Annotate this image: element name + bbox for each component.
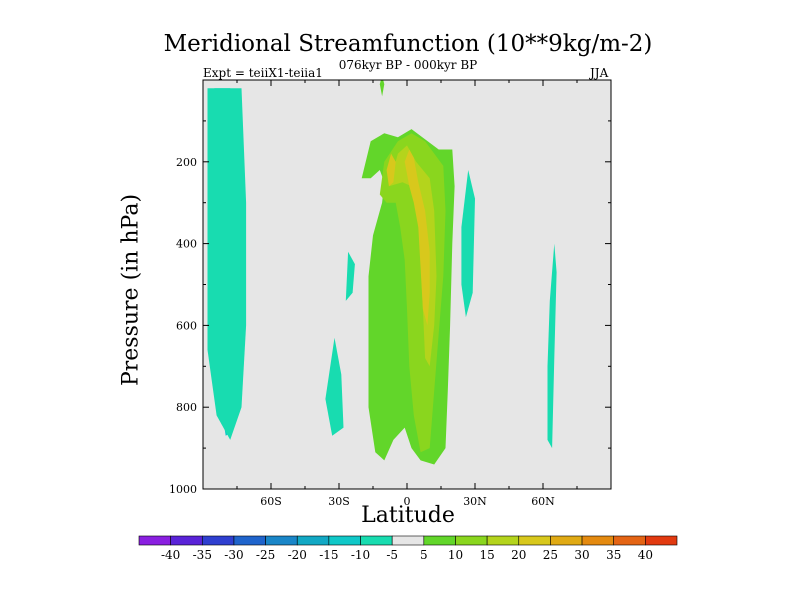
colorbar-label: 15 [479, 548, 494, 562]
colorbar-box [265, 535, 298, 546]
x-tick-label: 30N [463, 495, 487, 508]
colorbar-label: 35 [606, 548, 621, 562]
colorbar-label: -15 [319, 548, 338, 562]
y-tick-label: 800 [176, 401, 197, 414]
colorbar-label: 10 [448, 548, 463, 562]
colorbar-box [201, 535, 235, 546]
colorbar-box [170, 535, 203, 546]
contour-region [207, 88, 247, 440]
contour-region [386, 153, 396, 187]
y-axis-label: Pressure (in hPa) [118, 193, 144, 387]
colorbar-box [296, 535, 330, 546]
colorbar-box [233, 535, 266, 546]
x-tick-label: 60N [531, 495, 555, 508]
colorbar-box [328, 535, 361, 546]
x-axis-label: Latitude [361, 503, 455, 528]
x-tick-label: 0 [404, 495, 411, 508]
colorbar-box [486, 535, 520, 546]
colorbar-box [613, 535, 646, 546]
colorbar-box [550, 535, 583, 546]
colorbar-box [518, 535, 551, 546]
colorbar-box [645, 535, 678, 546]
colorbar-box [455, 535, 488, 546]
colorbar-label: 40 [638, 548, 653, 562]
contour-region [547, 243, 557, 449]
colorbar-label: -5 [386, 548, 398, 562]
contour-region [379, 80, 385, 97]
colorbar-box [138, 535, 171, 546]
colorbar-label: -20 [288, 548, 307, 562]
colorbar-label: -35 [193, 548, 212, 562]
colorbar-label: 5 [420, 548, 428, 562]
colorbar-label: 20 [511, 548, 526, 562]
contour-region [404, 149, 430, 326]
contour-group [207, 80, 557, 465]
contour-region [461, 170, 475, 318]
colorbar-label: -10 [351, 548, 370, 562]
season-label: JJA [590, 66, 609, 80]
x-tick-label: 60S [260, 495, 282, 508]
experiment-label: Expt = teiiX1-teiia1 [203, 66, 323, 80]
y-tick-label: 600 [176, 319, 197, 332]
period-label: 076kyr BP - 000kyr BP [338, 58, 478, 72]
y-tick-label: 400 [176, 238, 197, 251]
colorbar-label: -30 [224, 548, 243, 562]
colorbar-box [423, 535, 456, 546]
colorbar-label: 25 [543, 548, 558, 562]
colorbar-label: -25 [256, 548, 275, 562]
colorbar-label: 30 [574, 548, 589, 562]
y-tick-label: 1000 [169, 483, 197, 496]
y-tick-label: 200 [176, 156, 197, 169]
contour-region [345, 251, 355, 301]
chart-title: Meridional Streamfunction (10**9kg/m-2) [163, 31, 653, 57]
colorbar-label: -40 [161, 548, 180, 562]
colorbar-box [391, 535, 425, 546]
x-tick-label: 30S [328, 495, 350, 508]
colorbar-box [581, 535, 615, 546]
contour-region [325, 337, 344, 436]
colorbar-box [360, 535, 393, 546]
